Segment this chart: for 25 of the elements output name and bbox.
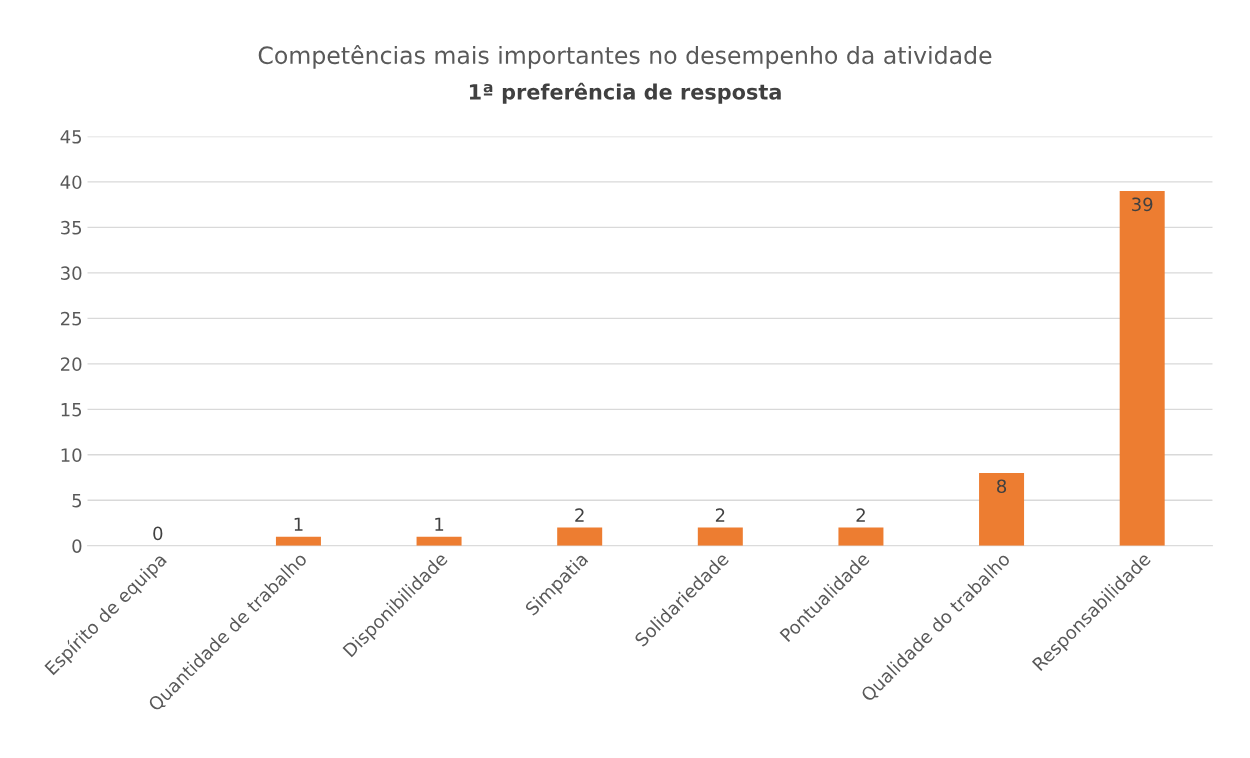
data-label: 2 [715,508,725,522]
chart-title: Competências mais importantes no desempenho da atividade [258,44,992,69]
bar [838,527,884,546]
y-tick-label: 30 [61,266,82,280]
y-tick-label: 15 [61,403,82,417]
data-label: 2 [856,508,865,522]
y-tick-label: 35 [61,220,82,235]
y-tick-label: 40 [60,175,82,190]
y-tick-label: 0 [72,539,82,553]
bar [557,527,603,546]
bar [979,472,1025,546]
bar [1119,191,1165,546]
y-tick-label: 45 [60,130,82,144]
y-tick-label: 25 [60,311,82,326]
data-label: 1 [294,517,303,531]
data-label: 1 [435,517,444,531]
data-label: 39 [1132,197,1153,212]
chart-subtitle: 1ª preferência de resposta [469,82,781,104]
y-tick-label: 20 [60,357,82,371]
data-label: 8 [997,479,1007,494]
bar [697,527,743,546]
y-tick-label: 10 [61,448,82,462]
y-tick-label: 5 [72,493,82,508]
data-label: 2 [575,508,584,522]
data-label: 0 [153,526,163,541]
